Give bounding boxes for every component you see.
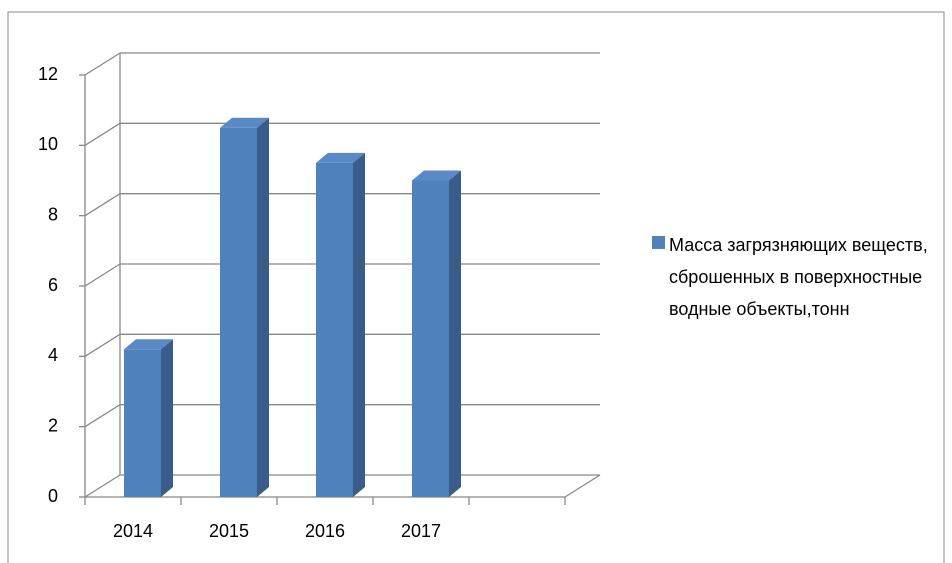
x-tick-label: 2015 bbox=[209, 521, 249, 541]
y-tick-label: 10 bbox=[38, 134, 58, 154]
bar-top bbox=[316, 152, 365, 163]
bar-side bbox=[353, 152, 365, 497]
grid-line bbox=[84, 122, 121, 146]
y-tick-label: 8 bbox=[48, 204, 58, 224]
grid-line bbox=[84, 193, 121, 217]
chart-frame bbox=[7, 11, 945, 563]
legend-swatch bbox=[652, 236, 665, 249]
bar bbox=[124, 349, 161, 497]
bar-side bbox=[161, 339, 173, 497]
bar-top bbox=[412, 170, 461, 181]
floor-line bbox=[564, 474, 601, 498]
y-tick-label: 6 bbox=[48, 275, 58, 295]
grid-line bbox=[84, 474, 121, 498]
bar-side bbox=[257, 117, 269, 497]
bar bbox=[316, 162, 353, 497]
bar-top bbox=[220, 117, 269, 128]
x-tick-label: 2014 bbox=[113, 521, 153, 541]
grid-line bbox=[84, 333, 121, 357]
grid-line bbox=[84, 404, 121, 428]
x-tick-label: 2017 bbox=[401, 521, 441, 541]
bar bbox=[412, 180, 449, 497]
bar bbox=[220, 127, 257, 497]
grid-line bbox=[84, 52, 121, 76]
y-tick-label: 2 bbox=[48, 415, 58, 435]
y-tick-label: 0 bbox=[48, 486, 58, 506]
bar-side bbox=[449, 170, 461, 497]
y-tick-label: 4 bbox=[48, 345, 58, 365]
bars bbox=[124, 117, 461, 497]
x-tick-label: 2016 bbox=[305, 521, 345, 541]
grid-line bbox=[84, 263, 121, 287]
legend-label: Масса загрязняющих веществ, сброшенных в… bbox=[669, 235, 928, 319]
bar-top bbox=[124, 339, 173, 350]
y-tick-label: 12 bbox=[38, 64, 58, 84]
